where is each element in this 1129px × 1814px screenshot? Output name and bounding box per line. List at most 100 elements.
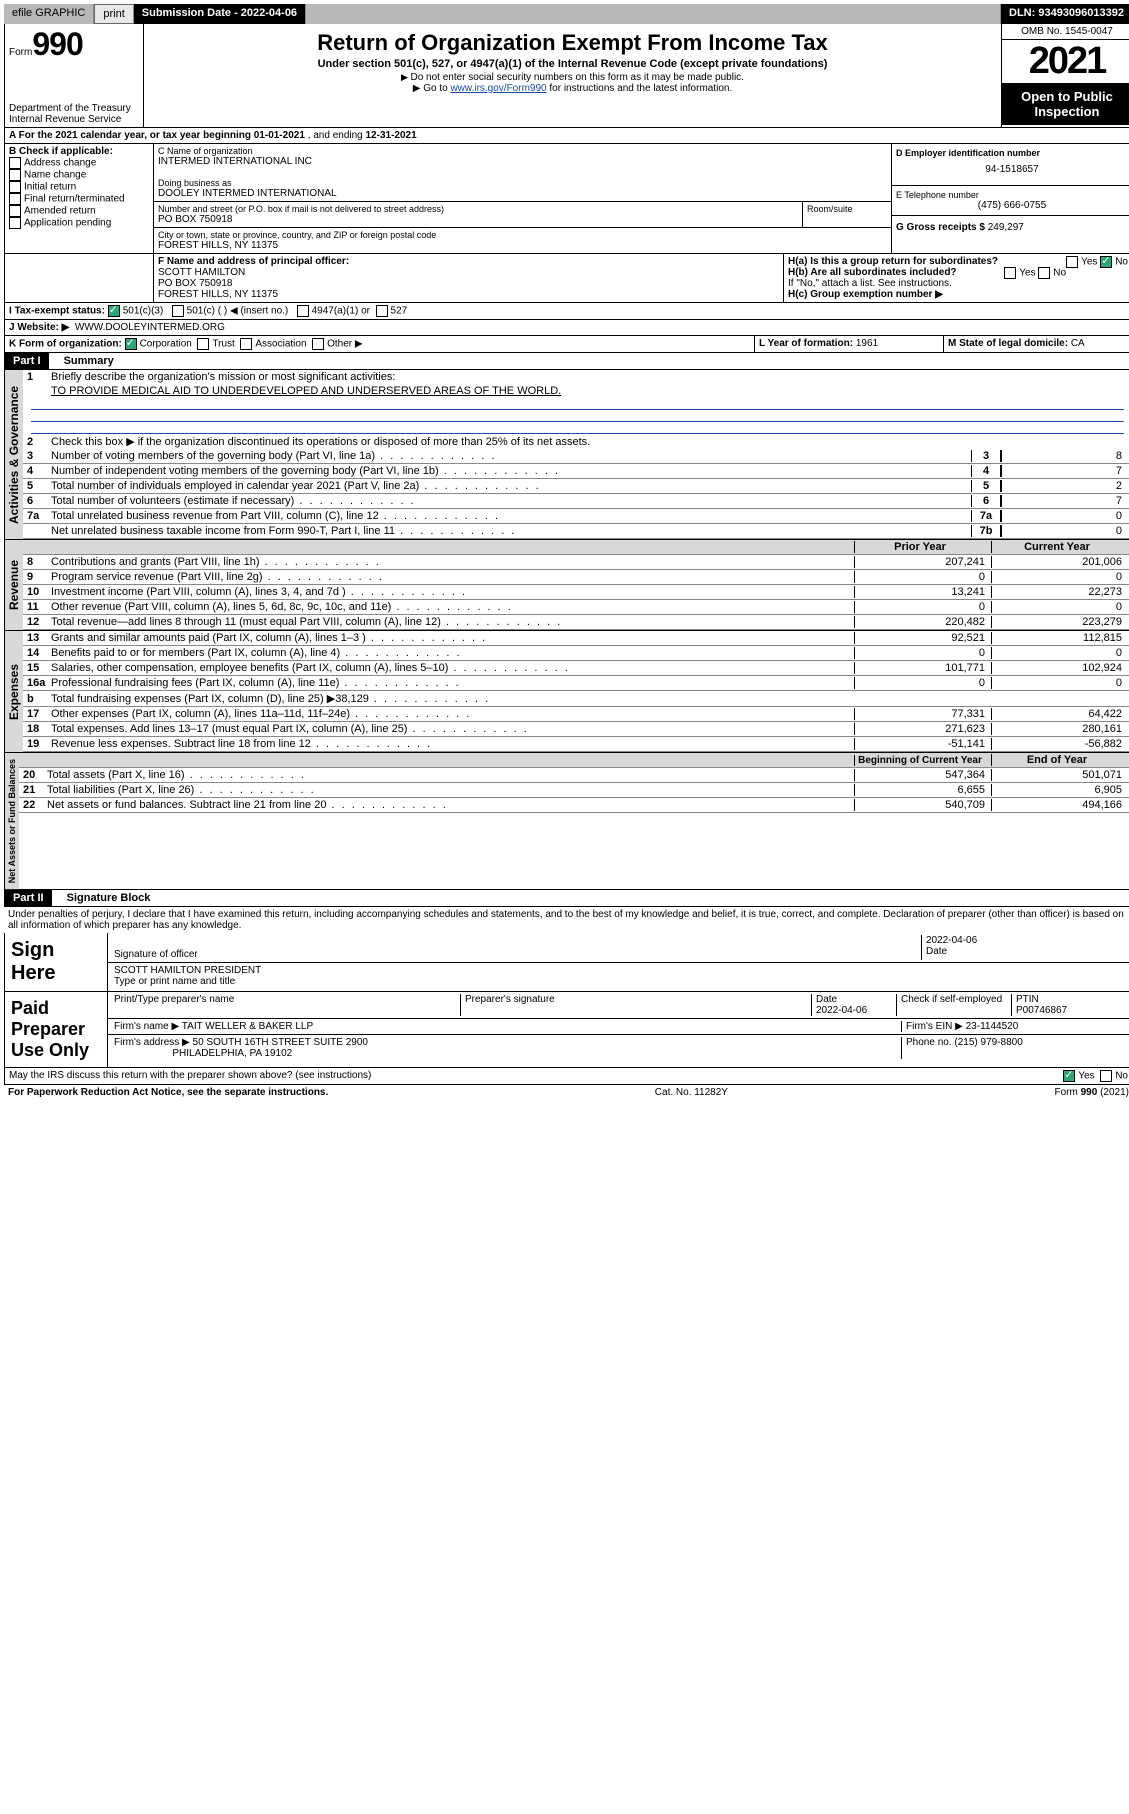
gov-line: Net unrelated business taxable income fr… <box>23 524 1129 539</box>
sec-expenses: Expenses 13Grants and similar amounts pa… <box>4 631 1129 753</box>
note2-pre: Go to <box>423 83 450 94</box>
chk-4947[interactable] <box>297 305 309 317</box>
website-value: WWW.DOOLEYINTERMED.ORG <box>75 322 225 333</box>
room-label: Room/suite <box>807 204 887 214</box>
chk-assoc[interactable] <box>240 338 252 350</box>
data-line: bTotal fundraising expenses (Part IX, co… <box>23 691 1129 707</box>
gov-line: 5Total number of individuals employed in… <box>23 479 1129 494</box>
chk-name-change[interactable] <box>9 169 21 181</box>
l2-label: Check this box ▶ if the organization dis… <box>51 435 1128 448</box>
col-end: End of Year <box>991 754 1128 766</box>
opt-app-pending: Application pending <box>24 218 111 229</box>
firm-ein-label: Firm's EIN ▶ <box>906 1021 963 1032</box>
prep-check: Check if self-employed <box>901 994 1002 1005</box>
m-label: M State of legal domicile: <box>948 338 1068 349</box>
chk-amended-return[interactable] <box>9 205 21 217</box>
l-value: 1961 <box>856 338 878 349</box>
l-label: L Year of formation: <box>759 338 853 349</box>
footer-right: Form 990 (2021) <box>1055 1087 1129 1098</box>
chk-ha-yes[interactable] <box>1066 256 1078 268</box>
chk-final-return[interactable] <box>9 193 21 205</box>
chk-501c[interactable] <box>172 305 184 317</box>
dba-value: DOOLEY INTERMED INTERNATIONAL <box>158 188 887 199</box>
chk-527[interactable] <box>376 305 388 317</box>
sec-netassets: Net Assets or Fund Balances Beginning of… <box>4 753 1129 890</box>
website-row: J Website: ▶ WWW.DOOLEYINTERMED.ORG <box>4 320 1129 336</box>
irs-link[interactable]: www.irs.gov/Form990 <box>450 83 546 94</box>
chk-hb-yes[interactable] <box>1004 267 1016 279</box>
officer-group-block: F Name and address of principal officer:… <box>4 254 1129 303</box>
period-mid: , and ending <box>308 130 366 141</box>
hb-note: If "No," attach a list. See instructions… <box>788 278 1128 289</box>
efile-label: efile GRAPHIC <box>4 4 94 24</box>
ha-label: H(a) Is this a group return for subordin… <box>788 256 998 267</box>
org-name: INTERMED INTERNATIONAL INC <box>158 156 887 167</box>
paid-preparer-block: Paid Preparer Use Only Print/Type prepar… <box>4 992 1129 1068</box>
firm-addr2: PHILADELPHIA, PA 19102 <box>172 1048 292 1059</box>
part1-title: Summary <box>52 355 114 367</box>
mission-line3 <box>31 410 1124 422</box>
print-button[interactable]: print <box>94 4 133 24</box>
entity-info-block: B Check if applicable: Address change Na… <box>4 144 1129 254</box>
chk-initial-return[interactable] <box>9 181 21 193</box>
chk-corp[interactable] <box>125 338 137 350</box>
opt-501c3: 501(c)(3) <box>123 306 164 317</box>
opt-name-change: Name change <box>24 170 86 181</box>
col-curr: Current Year <box>991 541 1128 553</box>
data-line: 19Revenue less expenses. Subtract line 1… <box>23 737 1129 752</box>
chk-hb-no[interactable] <box>1038 267 1050 279</box>
chk-trust[interactable] <box>197 338 209 350</box>
year-cell: OMB No. 1545-0047 2021 Open to Public In… <box>1001 24 1129 127</box>
discuss-row: May the IRS discuss this return with the… <box>4 1068 1129 1085</box>
officer-label: F Name and address of principal officer: <box>158 256 349 267</box>
prep-name-label: Print/Type preparer's name <box>114 994 234 1005</box>
city-label: City or town, state or province, country… <box>158 230 887 240</box>
chk-address-change[interactable] <box>9 157 21 169</box>
note2-post: for instructions and the latest informat… <box>547 83 733 94</box>
txt-yes: Yes <box>1081 257 1097 268</box>
chk-other[interactable] <box>312 338 324 350</box>
txt-no2: No <box>1053 268 1066 279</box>
sec-governance: Activities & Governance 1Briefly describ… <box>4 370 1129 540</box>
chk-discuss-yes[interactable] <box>1063 1070 1075 1082</box>
sig-date-label: Date <box>926 946 947 957</box>
firm-addr-label: Firm's address ▶ <box>114 1037 190 1048</box>
toolbar: efile GRAPHIC print Submission Date - 20… <box>4 4 1129 24</box>
period-row: A For the 2021 calendar year, or tax yea… <box>4 128 1129 144</box>
discuss-text: May the IRS discuss this return with the… <box>9 1070 371 1081</box>
data-line: 15Salaries, other compensation, employee… <box>23 661 1129 676</box>
side-exp: Expenses <box>5 631 23 752</box>
l1-label: Briefly describe the organization's miss… <box>51 371 1128 383</box>
chk-501c3[interactable] <box>108 305 120 317</box>
officer-print-label: Type or print name and title <box>114 976 235 987</box>
opt-527: 527 <box>391 306 408 317</box>
chk-ha-no[interactable] <box>1100 256 1112 268</box>
data-line: 12Total revenue—add lines 8 through 11 (… <box>23 615 1129 630</box>
opt-501c: 501(c) ( ) ◀ (insert no.) <box>187 306 289 317</box>
sec-revenue: Revenue Prior Year Current Year 8Contrib… <box>4 540 1129 631</box>
data-line: 18Total expenses. Add lines 13–17 (must … <box>23 722 1129 737</box>
sig-officer-label: Signature of officer <box>114 949 198 960</box>
chk-app-pending[interactable] <box>9 217 21 229</box>
klm-row: K Form of organization: Corporation Trus… <box>4 336 1129 353</box>
data-line: 14Benefits paid to or for members (Part … <box>23 646 1129 661</box>
paid-label: Paid Preparer Use Only <box>5 992 107 1067</box>
org-name-label: C Name of organization <box>158 146 887 156</box>
opt-trust: Trust <box>212 339 234 350</box>
form-title: Return of Organization Exempt From Incom… <box>152 30 993 56</box>
opt-other: Other ▶ <box>327 339 362 350</box>
discuss-no: No <box>1115 1071 1128 1082</box>
mission-text: TO PROVIDE MEDICAL AID TO UNDERDEVELOPED… <box>51 385 561 397</box>
footer: For Paperwork Reduction Act Notice, see … <box>4 1085 1129 1100</box>
sign-here-block: Sign Here Signature of officer 2022-04-0… <box>4 933 1129 992</box>
firm-ein: 23-1144520 <box>966 1021 1019 1032</box>
part1-hdr: Part I <box>5 353 49 369</box>
prep-date: 2022-04-06 <box>816 1005 867 1016</box>
i-label: I Tax-exempt status: <box>9 306 105 317</box>
chk-discuss-no[interactable] <box>1100 1070 1112 1082</box>
box-c: C Name of organization INTERMED INTERNAT… <box>154 144 892 253</box>
form-subtitle: Under section 501(c), 527, or 4947(a)(1)… <box>152 58 993 70</box>
part2-title: Signature Block <box>55 892 151 904</box>
data-line: 10Investment income (Part VIII, column (… <box>23 585 1129 600</box>
note-link-row: ▶ Go to www.irs.gov/Form990 for instruct… <box>152 83 993 94</box>
